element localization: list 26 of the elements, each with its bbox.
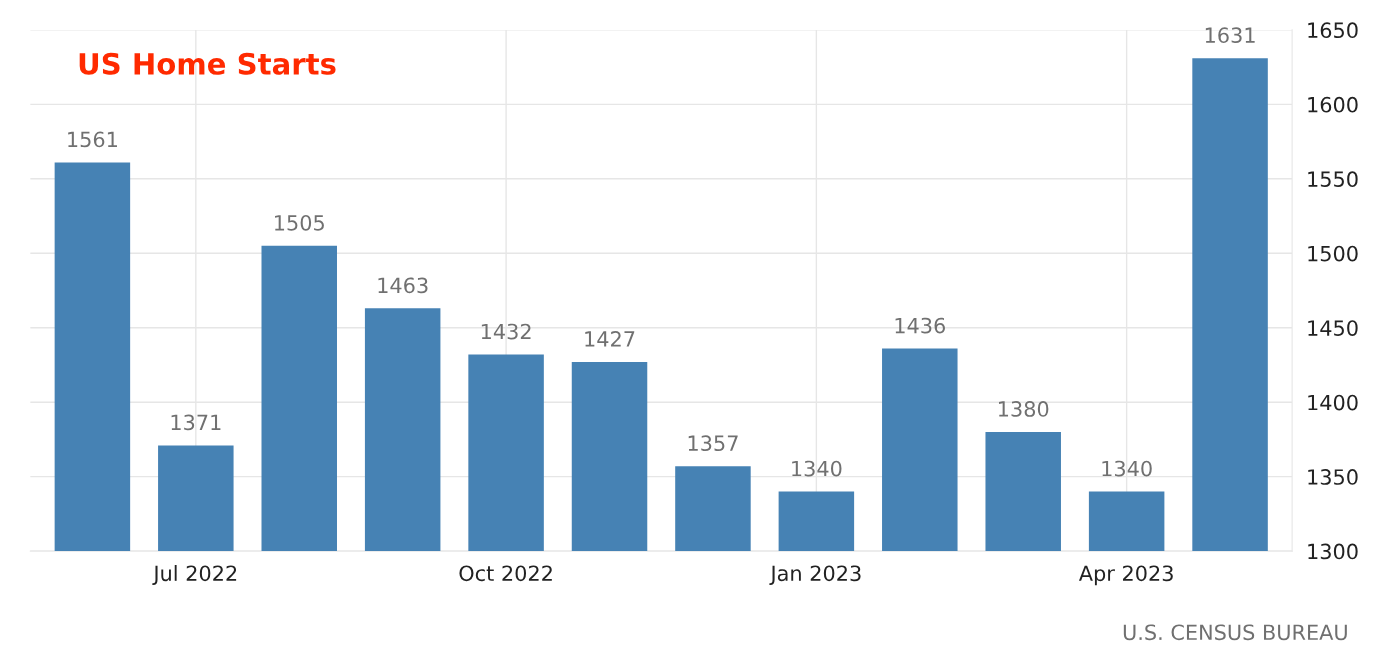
text: U.S. CENSUS BUREAU <box>1123 624 1347 641</box>
data-label: 1371 <box>171 414 221 431</box>
x-tick-label: Jul 2022 <box>152 565 237 586</box>
data-label: 1357 <box>688 435 738 452</box>
data-label: 1427 <box>585 331 635 347</box>
data-label: 1505 <box>275 214 324 231</box>
data-label: 1340 <box>1102 460 1152 477</box>
x-tick-label: Apr 2023 <box>1078 565 1173 586</box>
y-tick-label: 1600 <box>1308 96 1358 113</box>
data-label: 1432 <box>481 323 531 340</box>
y-tick-label: 1550 <box>1308 171 1358 188</box>
data-label: 1380 <box>999 401 1049 417</box>
y-tick-label: 1500 <box>1308 245 1358 262</box>
y-tick-label: 1450 <box>1308 320 1358 336</box>
data-label: 1561 <box>68 131 117 148</box>
x-tick-label: Jan 2023 <box>769 565 861 586</box>
y-tick-label: 1300 <box>1308 543 1358 560</box>
y-tick-label: 1650 <box>1308 22 1358 39</box>
text: US Home Starts <box>79 52 336 75</box>
x-tick-label: Oct 2022 <box>459 565 552 582</box>
y-tick-label: 1350 <box>1308 469 1358 485</box>
data-label: 1463 <box>378 277 428 294</box>
data-label: 1340 <box>792 460 842 477</box>
data-label: 1436 <box>895 317 945 334</box>
y-tick-label: 1400 <box>1308 394 1358 411</box>
data-label: 1631 <box>1205 27 1255 44</box>
